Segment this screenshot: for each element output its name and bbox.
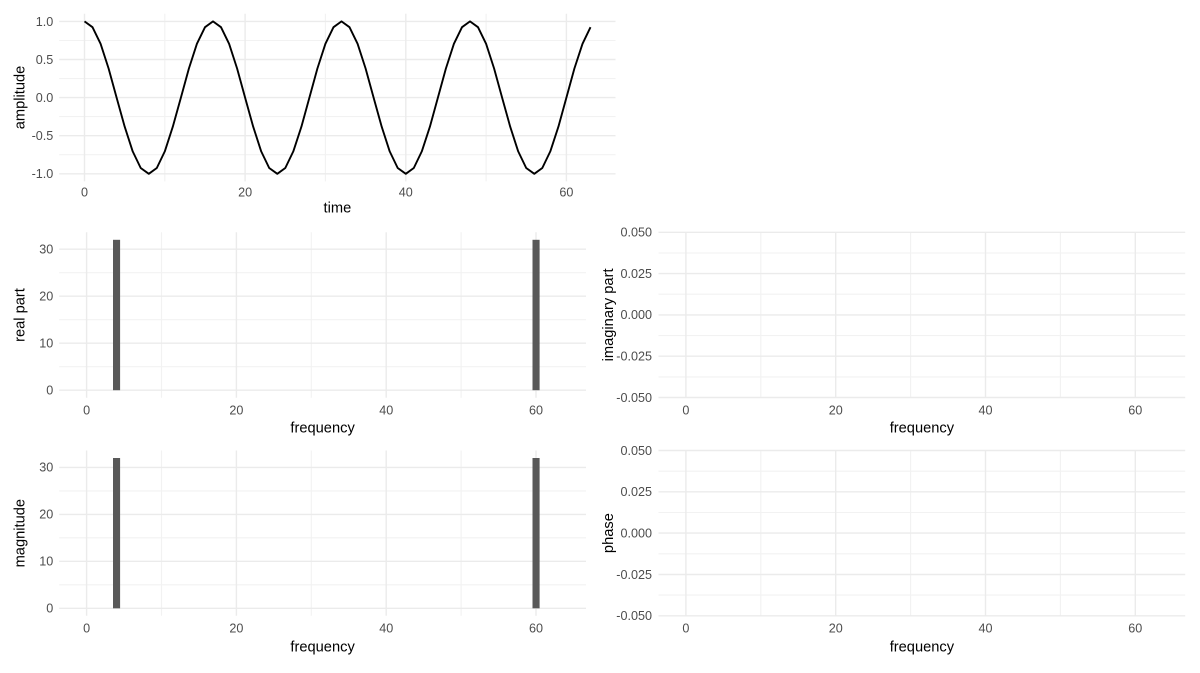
svg-text:0: 0 bbox=[682, 622, 689, 636]
svg-text:60: 60 bbox=[559, 185, 573, 199]
svg-text:10: 10 bbox=[39, 555, 53, 569]
svg-text:10: 10 bbox=[39, 337, 53, 351]
svg-text:-0.025: -0.025 bbox=[616, 350, 652, 364]
svg-text:magnitude: magnitude bbox=[13, 499, 29, 567]
svg-text:0.000: 0.000 bbox=[620, 308, 652, 322]
svg-text:0: 0 bbox=[46, 602, 53, 616]
svg-text:40: 40 bbox=[379, 403, 393, 417]
svg-text:20: 20 bbox=[829, 403, 843, 417]
svg-text:0: 0 bbox=[83, 622, 90, 636]
svg-text:0.050: 0.050 bbox=[620, 444, 652, 458]
svg-text:0: 0 bbox=[682, 403, 689, 417]
svg-text:30: 30 bbox=[39, 461, 53, 475]
svg-text:-1.0: -1.0 bbox=[32, 167, 54, 181]
svg-text:time: time bbox=[324, 201, 352, 217]
svg-text:frequency: frequency bbox=[290, 421, 355, 437]
svg-text:60: 60 bbox=[1128, 622, 1142, 636]
svg-text:0.025: 0.025 bbox=[620, 485, 652, 499]
svg-text:0: 0 bbox=[81, 185, 88, 199]
svg-text:0: 0 bbox=[46, 384, 53, 398]
svg-text:frequency: frequency bbox=[290, 639, 355, 655]
svg-text:frequency: frequency bbox=[890, 421, 955, 437]
svg-text:20: 20 bbox=[229, 403, 243, 417]
svg-text:40: 40 bbox=[978, 403, 992, 417]
svg-text:0.000: 0.000 bbox=[620, 527, 652, 541]
svg-text:0.025: 0.025 bbox=[620, 267, 652, 281]
svg-text:real part: real part bbox=[13, 288, 29, 342]
svg-text:0.5: 0.5 bbox=[36, 53, 54, 67]
svg-text:imaginary part: imaginary part bbox=[601, 268, 617, 361]
svg-text:20: 20 bbox=[39, 290, 53, 304]
svg-text:1.0: 1.0 bbox=[36, 15, 54, 29]
svg-text:20: 20 bbox=[238, 185, 252, 199]
svg-text:-0.050: -0.050 bbox=[616, 391, 652, 405]
svg-text:-0.050: -0.050 bbox=[616, 609, 652, 623]
svg-text:0.0: 0.0 bbox=[36, 91, 54, 105]
svg-text:40: 40 bbox=[399, 185, 413, 199]
svg-text:40: 40 bbox=[978, 622, 992, 636]
svg-text:40: 40 bbox=[379, 622, 393, 636]
svg-text:20: 20 bbox=[229, 622, 243, 636]
svg-text:60: 60 bbox=[529, 622, 543, 636]
svg-text:0: 0 bbox=[83, 403, 90, 417]
svg-text:0.050: 0.050 bbox=[620, 226, 652, 240]
svg-text:30: 30 bbox=[39, 243, 53, 257]
svg-text:20: 20 bbox=[39, 508, 53, 522]
svg-text:-0.025: -0.025 bbox=[616, 568, 652, 582]
svg-text:frequency: frequency bbox=[890, 639, 955, 655]
svg-text:60: 60 bbox=[529, 403, 543, 417]
svg-text:60: 60 bbox=[1128, 403, 1142, 417]
svg-text:amplitude: amplitude bbox=[13, 66, 29, 130]
svg-text:phase: phase bbox=[601, 513, 617, 553]
svg-text:-0.5: -0.5 bbox=[32, 129, 54, 143]
svg-text:20: 20 bbox=[829, 622, 843, 636]
